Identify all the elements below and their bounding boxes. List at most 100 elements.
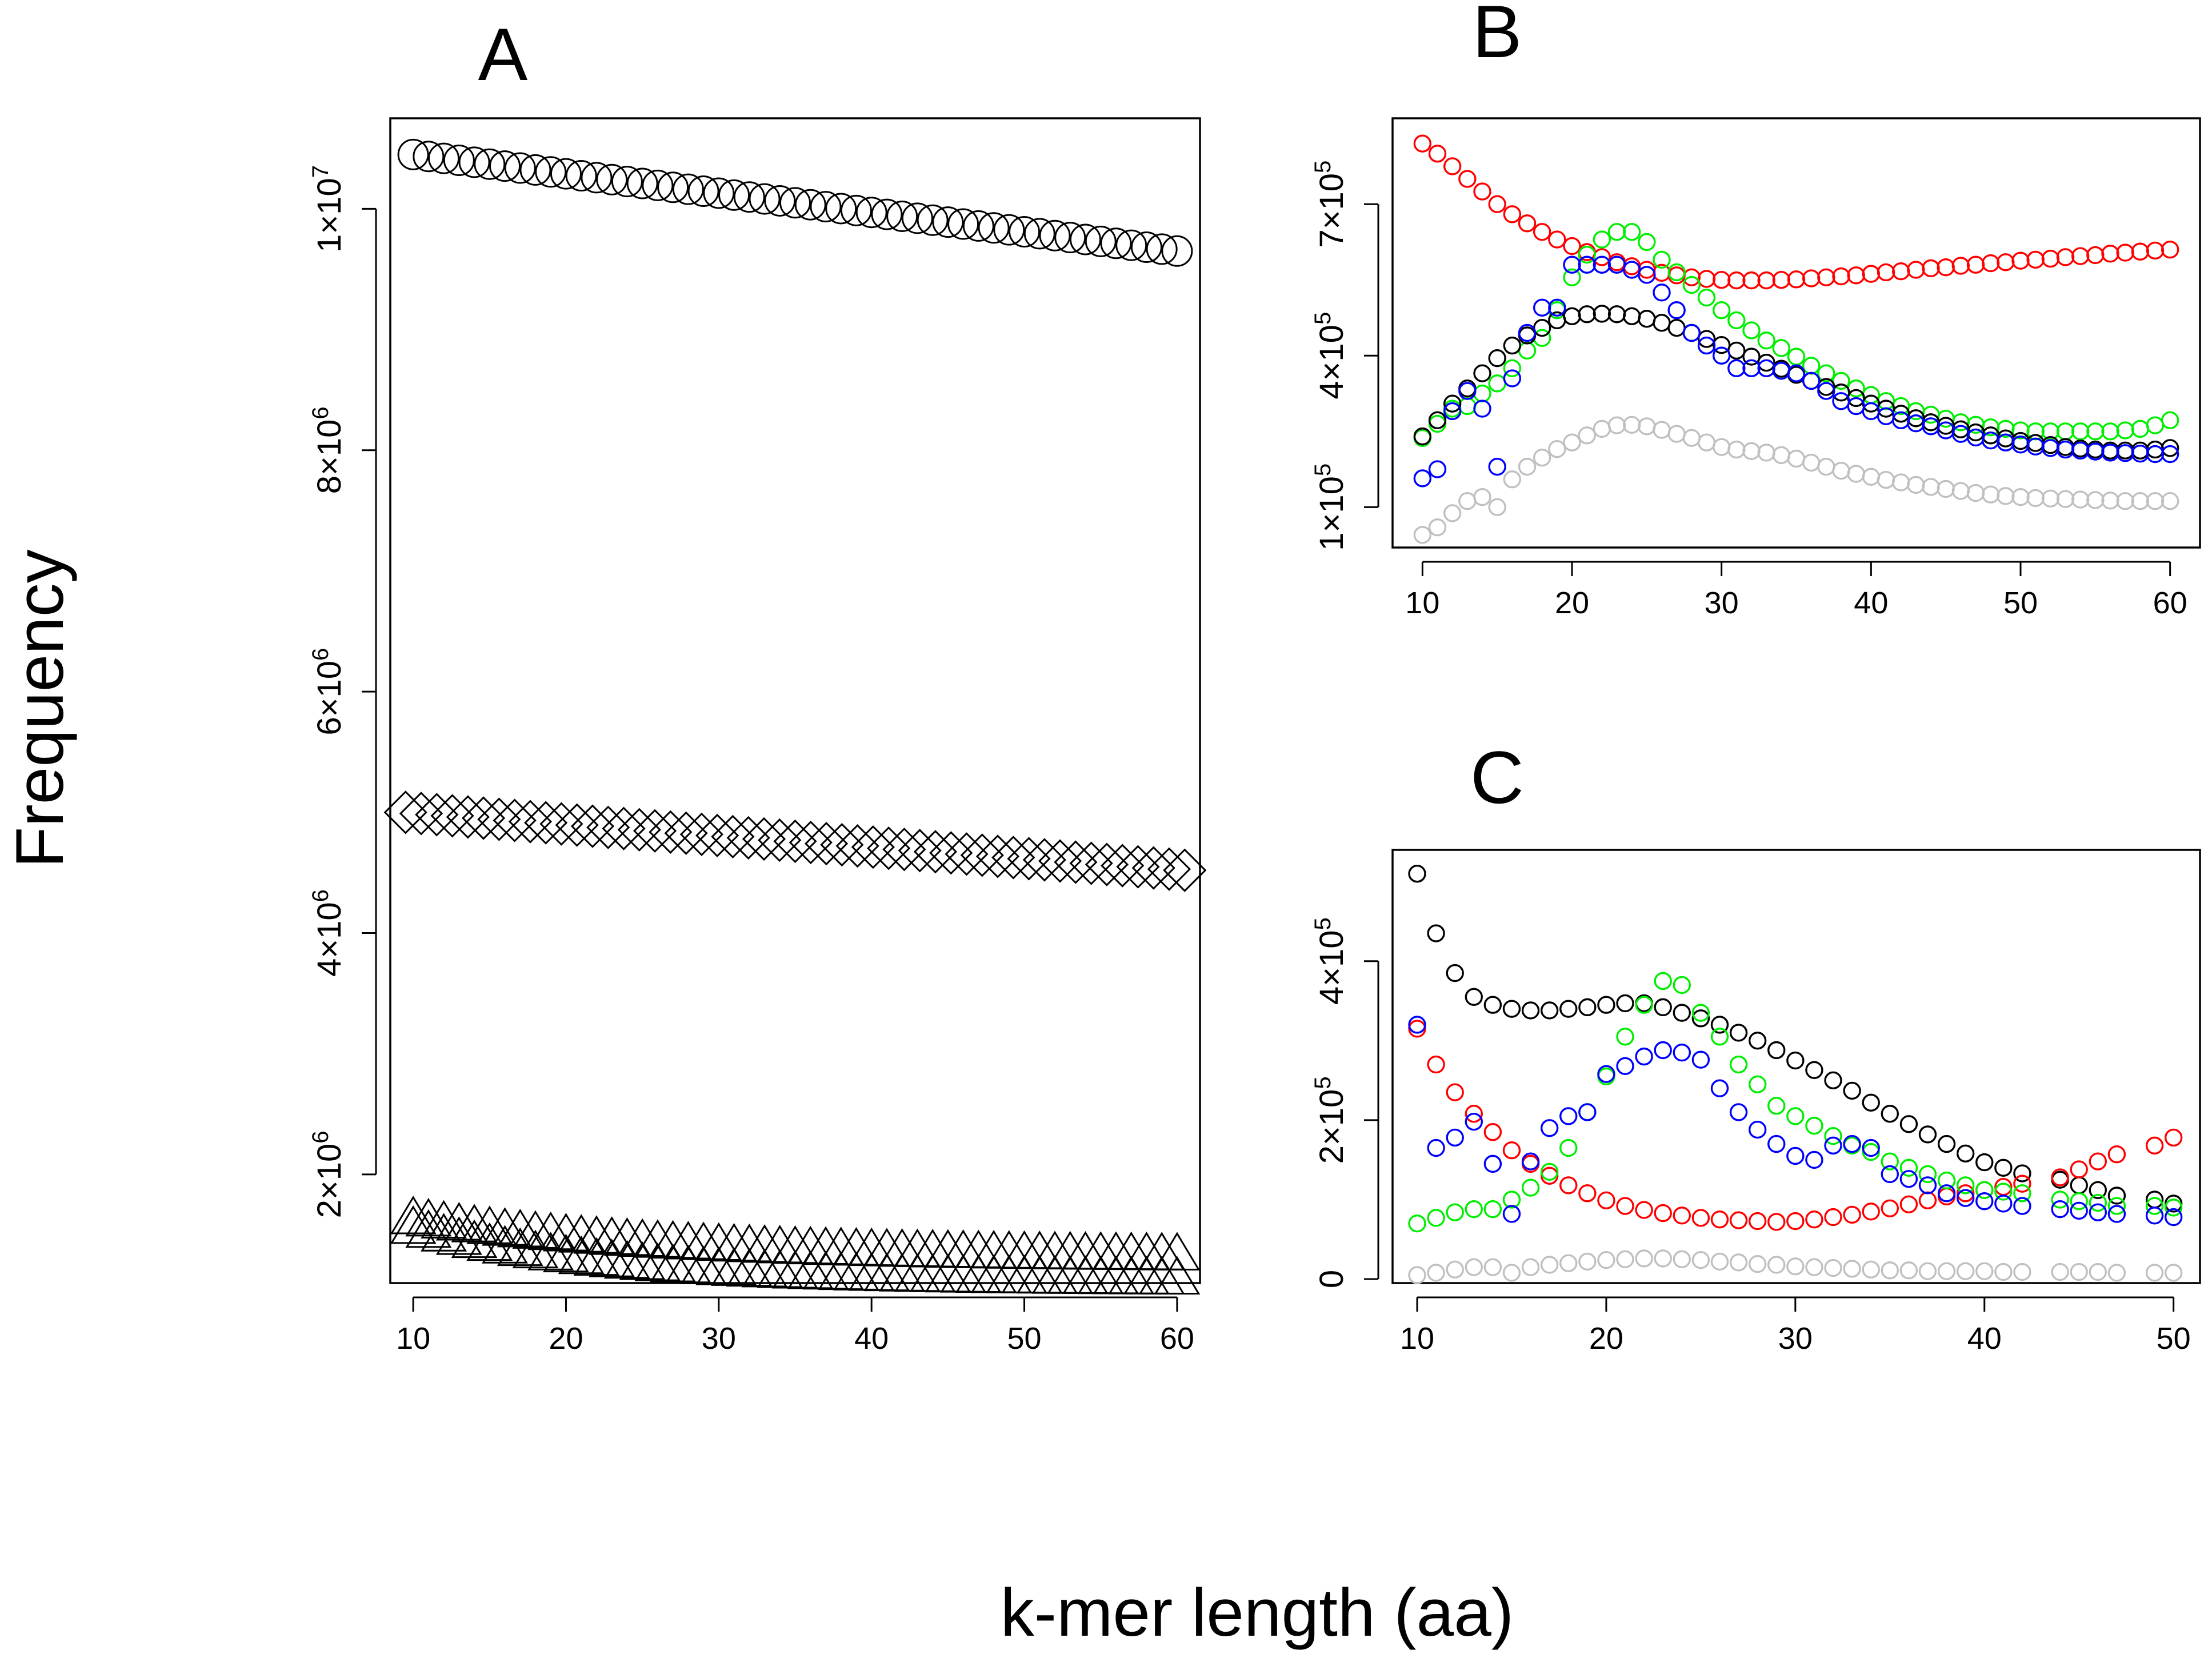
- data-point: [1427, 1055, 1445, 1074]
- data-point: [1832, 462, 1850, 480]
- data-point: [1465, 1112, 1483, 1131]
- data-point: [650, 1220, 697, 1259]
- data-point: [1465, 1105, 1483, 1123]
- data-point: [879, 1228, 926, 1267]
- data-point: [413, 141, 445, 173]
- data-point: [1956, 1144, 1975, 1162]
- data-point: [1956, 1262, 1975, 1280]
- data-point: [1691, 1004, 1710, 1022]
- data-point: [527, 1232, 574, 1271]
- data-point: [1413, 134, 1432, 153]
- data-point: [2146, 416, 2165, 434]
- data-point: [787, 1225, 834, 1265]
- data-point: [2161, 439, 2179, 457]
- series-2: [1413, 223, 2179, 447]
- data-point: [421, 1213, 467, 1252]
- data-point: [1473, 384, 1491, 403]
- data-point: [1667, 301, 1686, 319]
- data-point: [1533, 298, 1551, 317]
- data-point: [1787, 364, 1806, 382]
- data-point: [1007, 837, 1051, 881]
- data-point: [634, 1219, 681, 1258]
- data-point: [1533, 449, 1551, 467]
- data-point: [1748, 1032, 1767, 1050]
- data-point: [1559, 1176, 1578, 1194]
- data-point: [1427, 924, 1445, 942]
- data-point: [986, 1255, 1033, 1293]
- data-point: [2089, 1152, 2107, 1170]
- data-point: [2011, 488, 2030, 506]
- data-point: [1578, 426, 1596, 445]
- data-point: [1918, 1176, 1937, 1194]
- data-point: [1742, 321, 1761, 339]
- data-point: [1428, 411, 1447, 430]
- data-point: [687, 175, 719, 207]
- data-point: [1691, 1050, 1710, 1069]
- data-point: [1548, 440, 1566, 458]
- data-point: [1518, 457, 1537, 476]
- data-point: [2131, 242, 2150, 261]
- data-point: [764, 185, 796, 217]
- data-point: [504, 152, 536, 184]
- data-point: [458, 146, 490, 178]
- data-point: [1654, 972, 1672, 990]
- data-point: [863, 1228, 910, 1267]
- data-point: [1578, 245, 1596, 264]
- data-point: [1001, 1255, 1047, 1294]
- data-point: [1981, 254, 2000, 273]
- data-point: [1951, 482, 1970, 500]
- data-point: [1757, 331, 1775, 350]
- data-point: [925, 1229, 971, 1268]
- panel-c: C 10 20 30 40 50 0 2×105 4×105: [1310, 736, 2201, 1356]
- data-point: [1891, 262, 1910, 281]
- data-point: [2089, 1181, 2107, 1199]
- data-point: [1093, 1231, 1139, 1270]
- data-point: [2164, 1198, 2183, 1217]
- data-point: [543, 1233, 589, 1273]
- data-point: [1691, 1009, 1710, 1028]
- data-point: [1881, 1105, 1899, 1123]
- data-point: [1997, 429, 2015, 448]
- data-point: [1473, 488, 1491, 506]
- data-point: [1408, 1266, 1426, 1284]
- data-point: [848, 1252, 895, 1291]
- data-point: [1009, 216, 1041, 248]
- data-point: [1956, 1189, 1975, 1207]
- data-point: [733, 181, 765, 213]
- data-point: [726, 816, 770, 860]
- data-point: [405, 1209, 452, 1248]
- data-point: [703, 177, 735, 209]
- data-point: [1847, 465, 1865, 483]
- data-point: [1115, 229, 1147, 261]
- series-1: [1413, 134, 2179, 290]
- data-point: [1616, 1028, 1634, 1046]
- data-point: [1488, 457, 1506, 476]
- data-point: [1862, 468, 1881, 486]
- data-point: [1578, 1252, 1597, 1271]
- data-point: [1862, 1202, 1880, 1221]
- data-point: [1994, 1194, 2013, 1213]
- data-point: [1483, 1258, 1502, 1276]
- data-point: [1607, 223, 1626, 241]
- data-point: [1488, 374, 1506, 393]
- data-point: [1899, 1195, 1918, 1214]
- data-point: [879, 1253, 926, 1292]
- data-point: [558, 1235, 605, 1275]
- data-point: [1408, 865, 1426, 883]
- data-point: [1997, 253, 2015, 271]
- data-point: [1767, 1134, 1786, 1153]
- data-point: [2107, 1145, 2126, 1164]
- data-point: [2089, 1263, 2107, 1281]
- data-point: [1123, 1231, 1170, 1271]
- x-tick-label: 20: [1555, 586, 1589, 620]
- data-point: [804, 821, 849, 866]
- data-point: [1727, 359, 1746, 378]
- data-point: [1786, 1146, 1805, 1165]
- data-point: [2131, 444, 2150, 463]
- data-point: [1502, 1141, 1521, 1160]
- data-point: [2146, 445, 2165, 464]
- data-point: [1805, 1150, 1823, 1169]
- data-point: [1697, 288, 1716, 307]
- data-point: [913, 830, 958, 874]
